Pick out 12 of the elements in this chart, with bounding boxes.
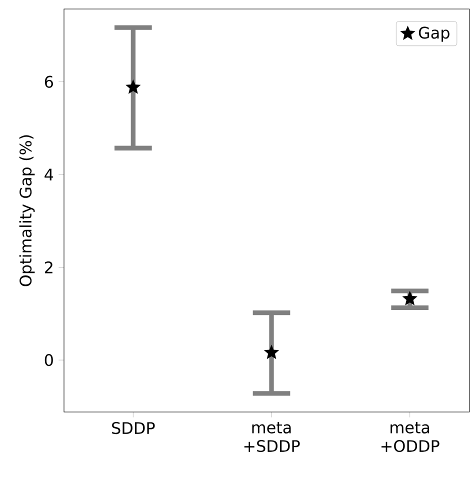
y-tick-label: 0 xyxy=(44,354,53,366)
x-tick-label: meta +ODDP xyxy=(382,422,440,452)
legend-label: Gap xyxy=(418,26,450,42)
y-tick-label: 4 xyxy=(44,168,54,180)
y-axis-title: Optimality Gap (%) xyxy=(19,135,35,286)
y-tick-label: 6 xyxy=(44,76,53,88)
x-tick-label: meta +SDDP xyxy=(244,422,300,452)
x-tick-label: SDDP xyxy=(112,422,155,434)
point xyxy=(126,79,141,94)
point xyxy=(264,344,280,360)
y-tick-label: 2 xyxy=(44,261,52,274)
point xyxy=(402,290,418,306)
